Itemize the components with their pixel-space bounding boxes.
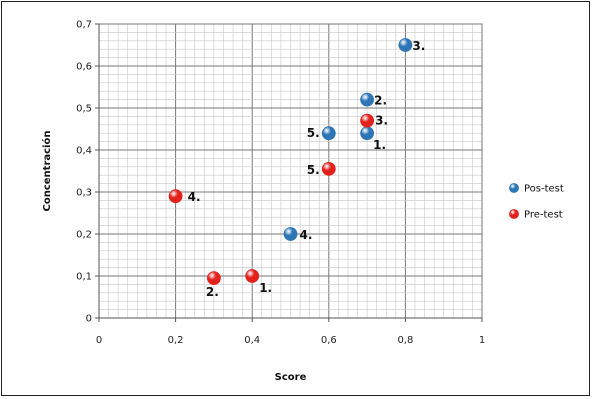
point-label: 5. bbox=[307, 126, 320, 140]
point-pos-test-5 bbox=[321, 126, 336, 141]
point-label: 4. bbox=[300, 228, 313, 242]
data-points bbox=[168, 38, 413, 286]
point-label: 3. bbox=[375, 114, 388, 128]
legend-marker bbox=[509, 209, 519, 219]
grid bbox=[98, 23, 483, 319]
point-label: 5. bbox=[307, 163, 320, 177]
point-pos-test-1 bbox=[360, 126, 375, 141]
y-tick-label: 0,4 bbox=[76, 146, 92, 157]
y-tick-label: 0,7 bbox=[76, 20, 92, 31]
y-axis-title: Concentración bbox=[41, 131, 53, 212]
point-pos-test-2 bbox=[360, 92, 375, 107]
legend-entry-label: Pre-test bbox=[524, 210, 563, 221]
tick-labels: 0 0,1 0,2 0,3 0,4 0,5 0,6 0,7 0 0,2 0,4 0,6 0,8 1 bbox=[76, 20, 485, 347]
point-pos-test-3 bbox=[398, 38, 413, 52]
point-pre-test-5 bbox=[321, 161, 336, 176]
x-tick-label: 1 bbox=[479, 335, 485, 346]
point-pre-test-2 bbox=[206, 271, 221, 286]
point-pos-test-4 bbox=[283, 227, 298, 241]
axes bbox=[98, 24, 482, 319]
x-tick-label: 0,8 bbox=[397, 335, 413, 346]
legend-marker bbox=[509, 183, 519, 193]
y-tick-label: 0,2 bbox=[76, 230, 92, 241]
point-label: 1. bbox=[373, 138, 386, 152]
x-tick-label: 0 bbox=[96, 335, 102, 346]
x-tick-label: 0,6 bbox=[321, 335, 337, 346]
x-tick-label: 0,2 bbox=[168, 335, 184, 346]
point-pre-test-4 bbox=[168, 189, 183, 204]
legend-entry-label: Pos-test bbox=[524, 184, 564, 195]
y-tick-label: 0,1 bbox=[76, 272, 92, 283]
y-tick-label: 0 bbox=[86, 314, 92, 325]
point-labels: 1. 2. 3. 4. 5. 1. 2. 3. 4. 5. bbox=[188, 39, 426, 299]
x-tick-label: 0,4 bbox=[244, 335, 260, 346]
point-label: 4. bbox=[188, 190, 201, 204]
point-label: 2. bbox=[206, 285, 219, 299]
legend: Pos-test Pre-test bbox=[509, 183, 564, 221]
point-label: 2. bbox=[374, 94, 387, 108]
point-label: 3. bbox=[412, 39, 425, 53]
y-tick-label: 0,6 bbox=[76, 62, 92, 73]
y-tick-label: 0,3 bbox=[76, 188, 92, 199]
point-pre-test-1 bbox=[245, 269, 260, 283]
y-tick-label: 0,5 bbox=[76, 104, 92, 115]
point-pre-test-3 bbox=[360, 113, 375, 128]
point-label: 1. bbox=[259, 281, 272, 295]
x-axis-title: Score bbox=[275, 372, 307, 383]
